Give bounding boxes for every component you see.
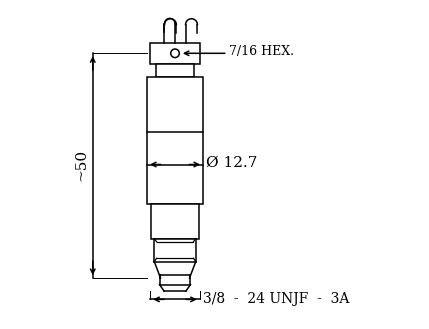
Text: 3/8  -  24 UNJF  -  3A: 3/8 - 24 UNJF - 3A	[203, 292, 349, 306]
Text: 7/16 HEX.: 7/16 HEX.	[230, 45, 294, 59]
FancyBboxPatch shape	[154, 239, 196, 262]
Text: Ø 12.7: Ø 12.7	[206, 156, 258, 170]
FancyBboxPatch shape	[147, 77, 203, 204]
Polygon shape	[160, 285, 190, 291]
FancyBboxPatch shape	[150, 43, 199, 64]
Polygon shape	[154, 262, 196, 278]
Text: ~50: ~50	[74, 148, 88, 181]
FancyBboxPatch shape	[156, 64, 194, 77]
FancyBboxPatch shape	[151, 204, 199, 239]
